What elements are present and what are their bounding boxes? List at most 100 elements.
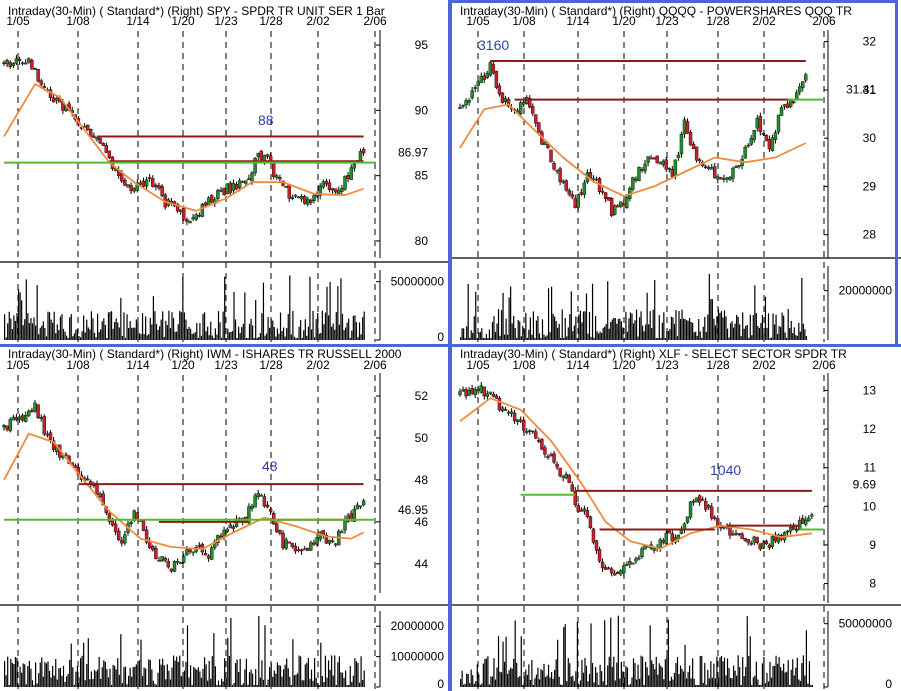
candle-down bbox=[616, 205, 620, 208]
volume-bar bbox=[87, 327, 89, 340]
volume-bar bbox=[626, 667, 629, 687]
volume-bar bbox=[742, 312, 744, 340]
volume-bar bbox=[31, 680, 34, 687]
candle-down bbox=[670, 168, 675, 177]
volume-bar bbox=[52, 322, 54, 340]
volume-bar bbox=[663, 679, 665, 687]
candle-down bbox=[129, 185, 133, 192]
volume-bar bbox=[503, 334, 506, 340]
volume-bar bbox=[476, 664, 478, 687]
candle-up bbox=[458, 391, 462, 396]
volume-bar bbox=[222, 311, 224, 340]
panel-separator-horizontal-right[interactable] bbox=[452, 344, 901, 347]
volume-bar bbox=[784, 672, 786, 687]
volume-bar bbox=[183, 670, 185, 687]
volume-bar bbox=[758, 685, 760, 687]
volume-bars bbox=[4, 616, 365, 687]
candle-down bbox=[296, 196, 301, 199]
volume-bar bbox=[128, 675, 130, 687]
volume-bar bbox=[193, 666, 195, 687]
volume-bar bbox=[242, 683, 244, 687]
volume-bar bbox=[739, 324, 741, 340]
volume-bar bbox=[166, 664, 168, 687]
date-tick-label: 1/28 bbox=[706, 358, 730, 372]
volume-bar bbox=[45, 336, 48, 340]
volume-bar bbox=[168, 310, 170, 340]
candle-up bbox=[503, 98, 508, 102]
volume-bar bbox=[27, 313, 29, 340]
date-tick-label: 2/06 bbox=[363, 14, 387, 28]
volume-bar bbox=[35, 662, 37, 687]
volume-bar bbox=[620, 661, 622, 687]
volume-bar bbox=[499, 671, 501, 687]
volume-bar bbox=[346, 322, 348, 340]
volume-bar bbox=[66, 676, 68, 687]
volume-bar bbox=[160, 319, 162, 340]
volume-bar bbox=[761, 663, 764, 687]
panel-separator-horizontal-left[interactable] bbox=[0, 344, 448, 347]
candle-up bbox=[619, 570, 623, 575]
volume-bar bbox=[567, 327, 569, 340]
volume-bar bbox=[292, 310, 294, 340]
volume-bar bbox=[213, 338, 215, 340]
volume-bar bbox=[217, 680, 220, 687]
candle-down bbox=[309, 199, 313, 203]
volume-bar bbox=[115, 669, 117, 687]
candle-up bbox=[473, 87, 477, 89]
date-tick-label: 1/28 bbox=[259, 14, 283, 28]
volume-bar bbox=[306, 662, 308, 687]
volume-bar bbox=[61, 314, 63, 340]
volume-bar bbox=[55, 333, 57, 340]
price-tick-label: 48 bbox=[415, 473, 429, 487]
volume-bar bbox=[740, 685, 742, 687]
volume-bar bbox=[745, 667, 747, 687]
price-tick-label: 50 bbox=[415, 431, 429, 445]
candle-up bbox=[728, 177, 732, 181]
candle-down bbox=[346, 174, 350, 179]
volume-bar bbox=[73, 333, 75, 340]
candle-up bbox=[138, 182, 143, 185]
price-tick-label: 12 bbox=[863, 422, 877, 436]
candle-up bbox=[500, 407, 505, 412]
volume-bar bbox=[331, 326, 333, 340]
candle-down bbox=[552, 163, 556, 170]
volume-bar bbox=[522, 326, 524, 340]
candle-down bbox=[327, 182, 332, 190]
volume-bar bbox=[137, 322, 139, 340]
date-tick-label: 2/02 bbox=[306, 14, 330, 28]
candle-down bbox=[764, 134, 769, 142]
candle-down bbox=[151, 178, 155, 187]
volume-bar bbox=[692, 322, 694, 340]
price-tick-label: 29 bbox=[863, 179, 877, 193]
candle-up bbox=[172, 561, 177, 572]
volume-bar bbox=[86, 319, 88, 340]
volume-bar bbox=[642, 325, 644, 340]
volume-bar bbox=[684, 318, 686, 340]
volume-bar bbox=[546, 335, 548, 340]
volume-bar bbox=[241, 685, 243, 687]
volume-bar bbox=[279, 665, 282, 687]
volume-bar bbox=[346, 685, 348, 687]
candle-up bbox=[185, 549, 189, 556]
volume-bar bbox=[101, 667, 103, 687]
volume-bar bbox=[672, 317, 674, 340]
volume-bar bbox=[692, 658, 694, 687]
candle-down bbox=[588, 516, 593, 528]
volume-bar bbox=[95, 671, 97, 687]
candle-up bbox=[340, 531, 344, 534]
volume-bar bbox=[239, 333, 241, 340]
candle-down bbox=[104, 145, 109, 153]
volume-bar bbox=[613, 317, 615, 340]
price-tick-label: 10 bbox=[863, 499, 877, 513]
panel-separator-vertical[interactable] bbox=[448, 0, 452, 691]
volume-bar bbox=[767, 313, 770, 340]
volume-bar bbox=[31, 323, 34, 340]
volume-bar bbox=[16, 312, 18, 340]
volume-bar bbox=[343, 329, 345, 340]
moving-average-line bbox=[459, 103, 807, 197]
candle-down bbox=[512, 412, 517, 422]
volume-bar bbox=[135, 664, 137, 687]
candle-down bbox=[622, 203, 626, 207]
volume-bar bbox=[242, 323, 244, 340]
candle-down bbox=[334, 543, 338, 546]
